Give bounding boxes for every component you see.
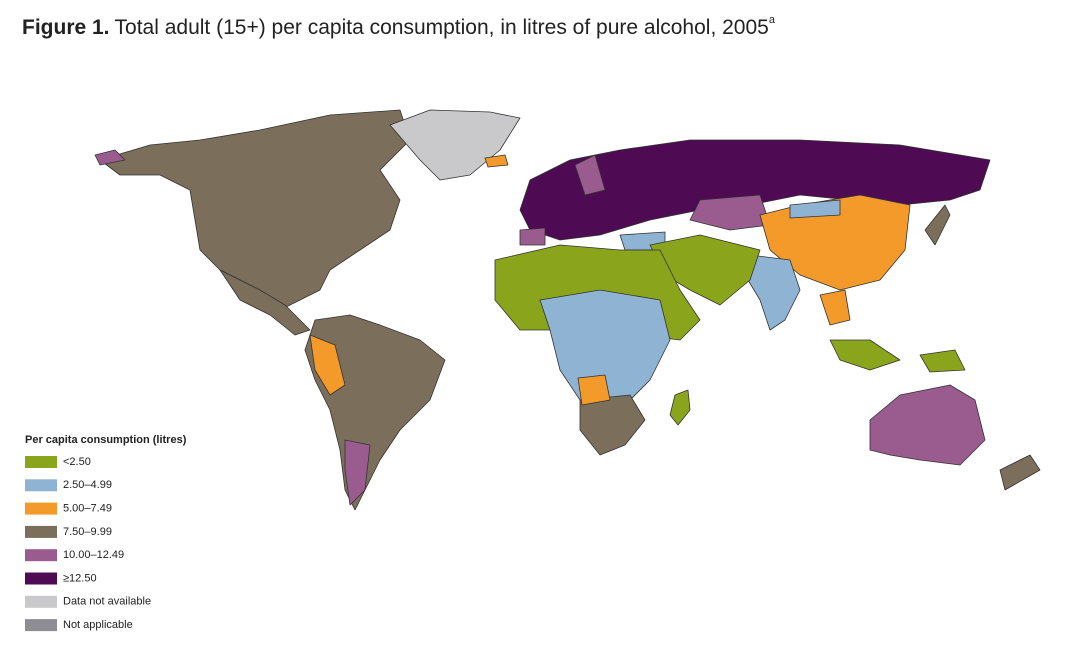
legend-swatch xyxy=(25,479,57,492)
legend-swatch xyxy=(25,502,57,515)
title-note: a xyxy=(769,14,776,26)
indonesia xyxy=(829,339,901,371)
iberia xyxy=(519,227,546,246)
greenland xyxy=(389,109,521,181)
madagascar xyxy=(669,389,691,426)
new-guinea xyxy=(919,349,966,373)
legend-label: <2.50 xyxy=(63,456,91,468)
legend-label: 5.00–7.49 xyxy=(63,503,112,515)
iceland xyxy=(484,154,509,168)
legend-label: 10.00–12.49 xyxy=(63,549,124,561)
southeast-asia xyxy=(819,289,851,326)
kazakhstan xyxy=(689,194,771,231)
new-zealand xyxy=(999,454,1041,491)
legend-label: Not applicable xyxy=(63,619,133,631)
southern-africa xyxy=(579,394,646,456)
alaska-islands xyxy=(94,149,126,166)
central-america xyxy=(219,269,311,336)
legend-swatch xyxy=(25,572,57,585)
figure-title: Figure 1. Total adult (15+) per capita co… xyxy=(22,14,776,39)
legend-label: ≥12.50 xyxy=(63,572,97,584)
japan xyxy=(924,204,951,246)
central-africa xyxy=(539,289,671,411)
legend-swatch xyxy=(25,619,57,632)
title-text: Total adult (15+) per capita consumption… xyxy=(115,16,769,39)
scandinavia xyxy=(574,154,606,196)
north-america xyxy=(99,109,411,311)
legend-swatch xyxy=(25,456,57,468)
legend-label: Data not available xyxy=(63,596,151,608)
angola xyxy=(577,374,611,406)
legend-swatch xyxy=(25,525,57,538)
legend-label: 7.50–9.99 xyxy=(63,526,112,538)
legend-swatch xyxy=(25,595,57,608)
argentina xyxy=(344,439,371,506)
figure-label: Figure 1. xyxy=(22,16,110,39)
mongolia xyxy=(789,199,841,219)
world-map xyxy=(94,109,1041,511)
legend-label: 2.50–4.99 xyxy=(63,479,112,491)
legend-title: Per capita consumption (litres) xyxy=(25,434,187,446)
andes xyxy=(309,334,346,396)
legend: <2.50 2.50–4.99 5.00–7.49 7.50–9.99 10.00–12… xyxy=(25,456,151,632)
australia xyxy=(869,384,986,466)
legend-swatch xyxy=(25,549,57,562)
